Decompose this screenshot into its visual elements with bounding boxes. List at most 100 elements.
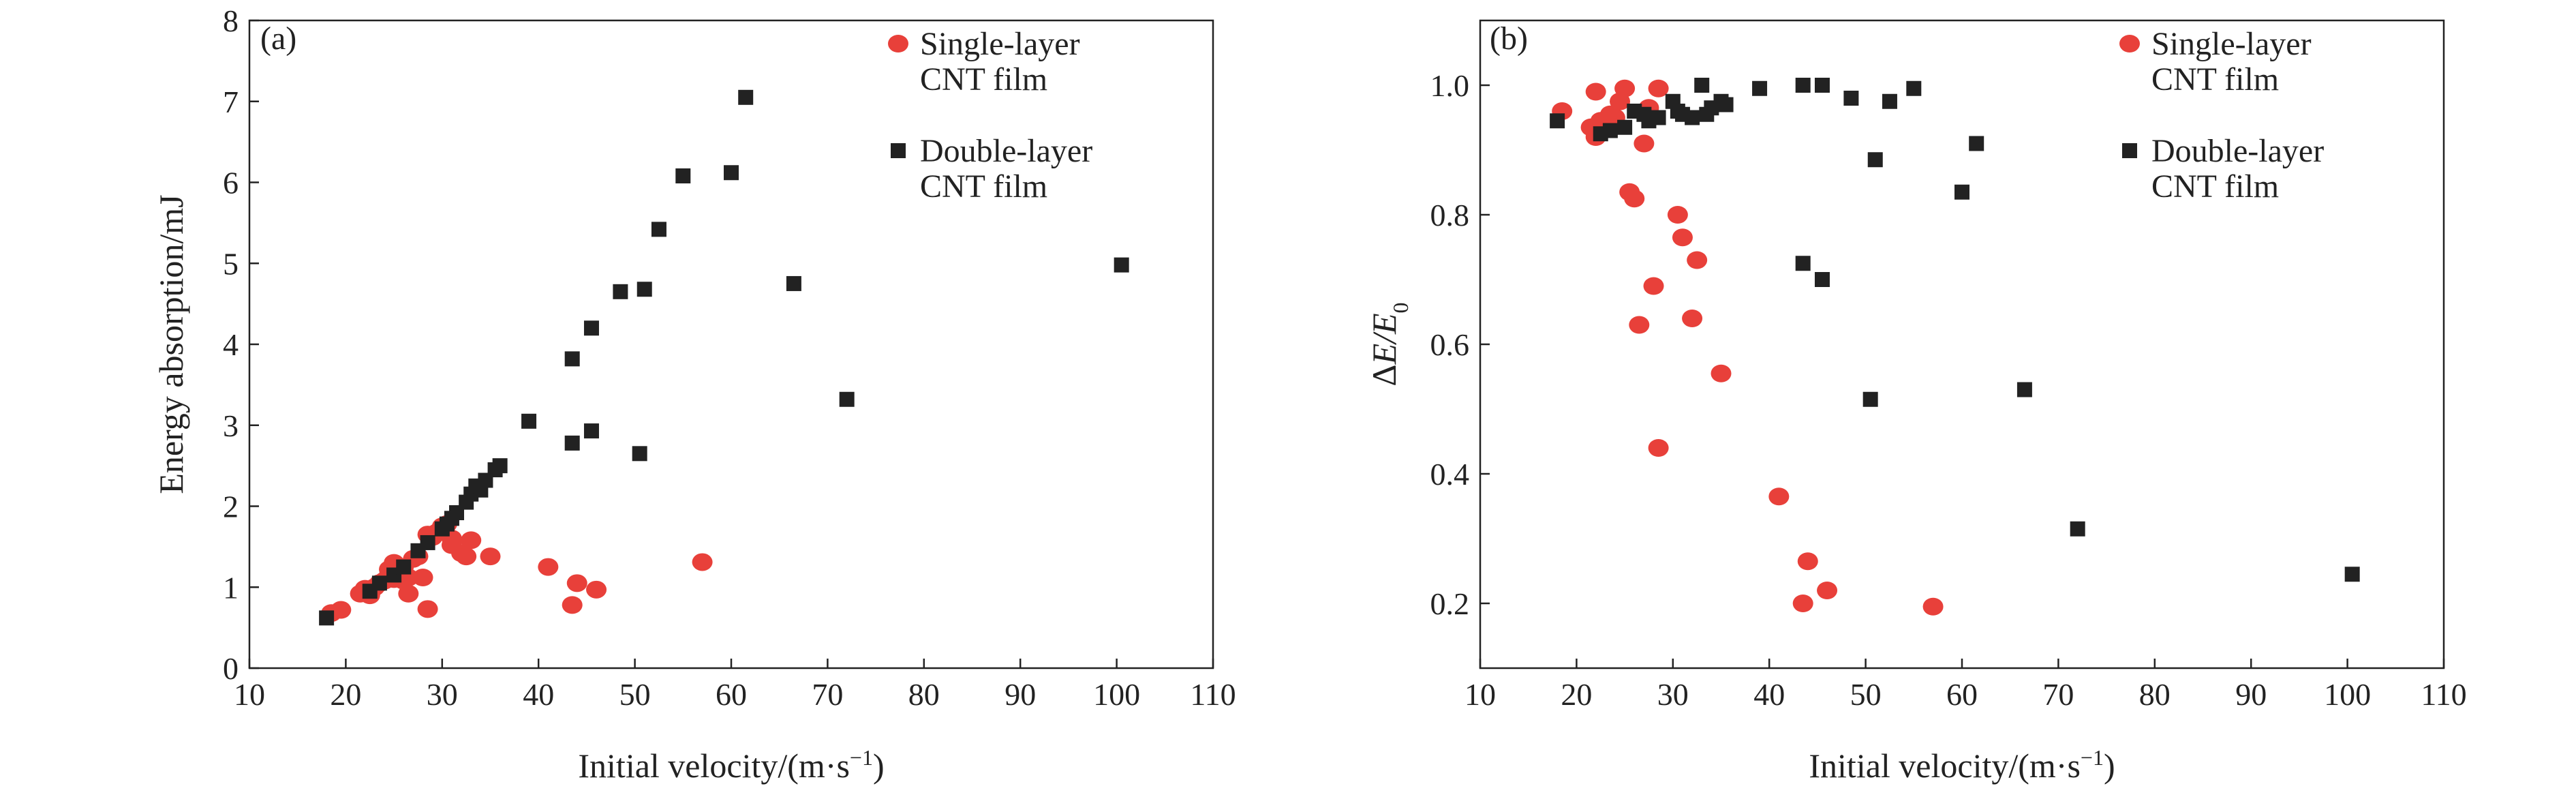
panel-b-legend-single-line2: CNT film (2151, 61, 2279, 97)
panel-b-y-axis-label: ΔE/E0 (1365, 302, 1413, 386)
panel-b-x-tick-label: 90 (2235, 677, 2267, 712)
panel-b-legend-marker-single-shape (2119, 35, 2140, 52)
panel-a-double-layer-point (613, 284, 628, 299)
panel-b: 10 20 30 40 50 60 70 80 90 100 110 0.2 0.4 0.6 0.8 1.0… (1365, 19, 2467, 785)
panel-b-double-layer-point (1867, 152, 1883, 168)
panel-b-legend-single-line1: Single-layer (2151, 26, 2312, 62)
panel-b-double-layer-point (2017, 382, 2032, 397)
panel-b-legend: Single-layer CNT film Double-layer CNT f… (2119, 26, 2324, 205)
panel-a-single-layer-point (461, 531, 482, 550)
panel-a-double-layer-point (583, 320, 599, 336)
panel-b-single-layer-point (1672, 228, 1693, 247)
panel-b-x-tick-label: 110 (2421, 677, 2466, 712)
panel-b-single-layer-point (1687, 251, 1708, 269)
panel-b-single-layer-point (1643, 277, 1664, 295)
panel-a-legend-marker-double-shape (891, 143, 906, 158)
panel-b-single-layer-point (1817, 582, 1838, 599)
panel-a-y-tick-label: 6 (223, 166, 239, 200)
panel-a-single-layer-point (562, 596, 583, 614)
panel-a-double-layer-point (839, 391, 855, 407)
panel-a-legend-double-line1: Double-layer (920, 133, 1092, 169)
panel-b-single-layer-point (1634, 134, 1655, 153)
panel-b-double-layer-point (1685, 110, 1700, 125)
panel-a-y-tick-label: 5 (223, 246, 239, 281)
panel-a-double-layer-point (420, 535, 435, 550)
panel-a-legend-single-line2: CNT film (920, 61, 1047, 97)
panel-b-double-layer-point (1617, 119, 1633, 135)
panel-b-double-layer-point (1882, 93, 1897, 109)
panel-b-double-layer-point (1752, 80, 1768, 96)
panel-a-x-ticks: 10 20 30 40 50 60 70 80 90 100 110 (234, 659, 1236, 712)
panel-a-x-tick-label: 50 (619, 677, 651, 712)
panel-b-double-layer-point (2070, 521, 2085, 537)
panel-a-single-layer-point (586, 580, 607, 599)
panel-b-double-layer-point (1550, 113, 1565, 129)
panel-b-double-layer-point (1906, 80, 1922, 96)
panel-b-x-ticks: 10 20 30 40 50 60 70 80 90 100 110 (1465, 659, 2467, 712)
panel-b-single-layer-point (1768, 487, 1790, 506)
panel-b-single-layer-point (1922, 597, 1944, 616)
panel-a-double-layer-point (396, 559, 412, 575)
panel-b-single-layer-point (1624, 190, 1645, 208)
panel-b-double-layer-point (1954, 184, 1969, 200)
panel-a-double-layer-point (651, 222, 666, 237)
panel-b-single-layer-point (1585, 82, 1606, 101)
panel-a-double-layer-point (371, 575, 387, 591)
panel-b-x-tick-label: 70 (2042, 677, 2074, 712)
panel-a-data-points (319, 89, 1129, 626)
panel-a-legend-marker-double (891, 143, 906, 158)
panel-a-y-axis-label: Energy absorption/mJ (152, 194, 190, 494)
panel-a-single-layer-point (456, 547, 477, 566)
panel-a-double-layer-point (583, 423, 599, 439)
panel-b-y-tick-label: 1.0 (1430, 68, 1470, 103)
panel-a-x-tick-label: 80 (908, 677, 940, 712)
panel-b-single-layer-point (1682, 310, 1703, 327)
panel-b-x-tick-label: 10 (1465, 677, 1496, 712)
panel-b-data-points (1550, 78, 2360, 616)
panel-a-x-tick-label: 110 (1190, 677, 1236, 712)
panel-b-single-layer-point (1711, 364, 1732, 382)
panel-b-x-tick-label: 100 (2324, 677, 2371, 712)
panel-b-x-tick-label: 50 (1850, 677, 1882, 712)
panel-a-y-tick-label: 4 (223, 327, 239, 362)
panel-a-legend-marker-single-shape (888, 35, 908, 52)
panel-a-x-tick-label: 100 (1093, 677, 1140, 712)
panel-a-single-layer-point (566, 574, 587, 592)
panel-a-y-tick-label: 8 (223, 3, 239, 38)
panel-a-legend-double-line2: CNT film (920, 168, 1047, 205)
panel-a-label: (a) (260, 20, 296, 57)
panel-a-single-layer-point (692, 553, 713, 571)
panel-b-single-layer-point (1614, 79, 1636, 97)
panel-b-y-tick-label: 0.8 (1430, 198, 1470, 232)
panel-b-double-layer-point (1694, 78, 1710, 93)
panel-b-x-tick-label: 60 (1946, 677, 1978, 712)
panel-a-y-tick-label: 2 (223, 490, 239, 524)
panel-a-y-tick-label: 3 (223, 408, 239, 443)
panel-a-x-tick-label: 20 (330, 677, 361, 712)
panel-b-double-layer-point (1795, 256, 1811, 271)
panel-b-double-layer-point (1602, 123, 1618, 138)
panel-a-double-layer-point (637, 282, 652, 297)
panel-a-double-layer-point (786, 275, 801, 291)
panel-a-single-layer-point (412, 569, 433, 586)
panel-b-single-layer-point (1648, 79, 1669, 97)
panel-a-x-tick-label: 60 (716, 677, 747, 712)
panel-a-y-tick-label: 1 (223, 570, 239, 605)
panel-b-y-tick-label: 0.4 (1430, 457, 1470, 492)
panel-a-x-tick-label: 40 (523, 677, 554, 712)
panel-b-y-ticks: 0.2 0.4 0.6 0.8 1.0 (1430, 68, 1490, 621)
panel-b-double-layer-point (1795, 78, 1811, 93)
panel-a-x-axis-label: Initial velocity/(m·s−1) (578, 745, 884, 785)
panel-a-single-layer-point (538, 558, 559, 576)
panel-b-legend-marker-double (2122, 143, 2137, 158)
panel-a-double-layer-point (492, 458, 508, 474)
panel-a-double-layer-point (1114, 257, 1129, 273)
panel-a-single-layer-point (398, 584, 419, 603)
panel-b-double-layer-point (1814, 272, 1830, 287)
panel-a-double-layer-point (738, 89, 754, 105)
panel-a-double-layer-point (632, 446, 647, 462)
panel-a-double-layer-point (675, 168, 691, 183)
panel-a-single-layer-point (480, 547, 501, 566)
panel-b-legend-marker-single (2119, 35, 2140, 52)
panel-a-double-layer-point (521, 413, 537, 429)
